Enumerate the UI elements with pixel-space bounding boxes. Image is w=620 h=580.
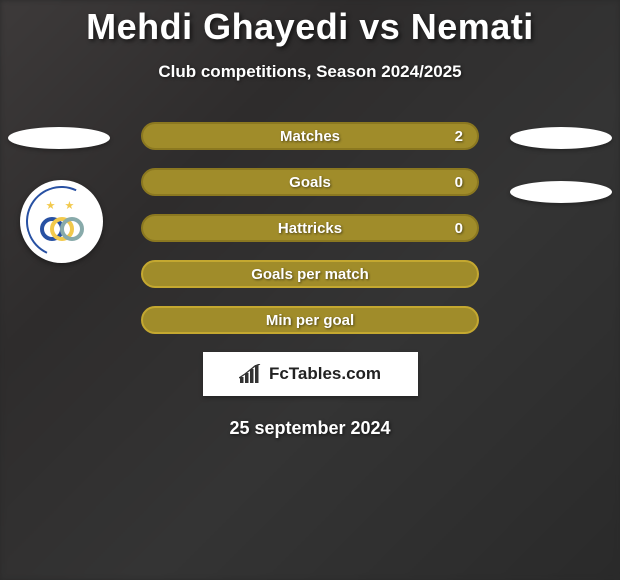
stat-label: Min per goal — [266, 312, 354, 329]
content-container: Mehdi Ghayedi vs Nemati Club competition… — [0, 0, 620, 580]
right-placeholder-ellipse-2 — [510, 181, 612, 203]
page-title: Mehdi Ghayedi vs Nemati — [0, 0, 620, 48]
bar-chart-icon — [239, 364, 263, 384]
stat-value: 0 — [455, 174, 463, 191]
brand-box: FcTables.com — [203, 352, 418, 396]
club-logo-rings — [40, 213, 84, 245]
stat-row-matches: Matches 2 — [141, 122, 479, 150]
stat-row-goals-per-match: Goals per match — [141, 260, 479, 288]
stat-label: Hattricks — [278, 220, 342, 237]
stat-value: 2 — [455, 128, 463, 145]
right-placeholder-ellipse-1 — [510, 127, 612, 149]
stat-label: Goals per match — [251, 266, 369, 283]
ring-outline-icon — [60, 217, 84, 241]
stat-row-goals: Goals 0 — [141, 168, 479, 196]
brand-name: FcTables.com — [269, 364, 381, 384]
club-logo: ★ ★ — [20, 180, 103, 263]
stat-value: 0 — [455, 220, 463, 237]
stat-label: Matches — [280, 128, 340, 145]
stat-row-hattricks: Hattricks 0 — [141, 214, 479, 242]
stat-label: Goals — [289, 174, 331, 191]
date-text: 25 september 2024 — [0, 418, 620, 439]
stat-row-min-per-goal: Min per goal — [141, 306, 479, 334]
left-placeholder-ellipse-1 — [8, 127, 110, 149]
subtitle: Club competitions, Season 2024/2025 — [0, 62, 620, 82]
